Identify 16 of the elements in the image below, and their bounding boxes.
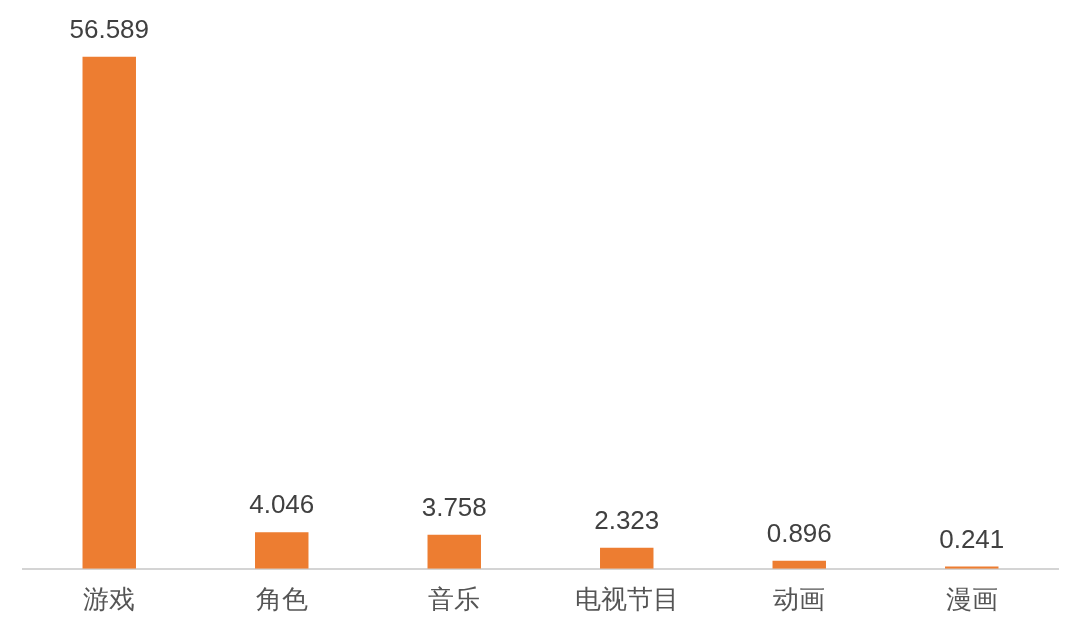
x-tick-label: 漫画 bbox=[945, 583, 998, 614]
data-label: 0.241 bbox=[939, 523, 1005, 554]
x-tick-label: 电视节目 bbox=[574, 583, 679, 614]
data-label: 0.896 bbox=[766, 517, 832, 548]
data-label: 3.758 bbox=[421, 491, 487, 522]
bar bbox=[427, 534, 481, 569]
x-tick-label: 游戏 bbox=[83, 583, 136, 614]
data-label: 4.046 bbox=[249, 489, 315, 520]
x-tick-label: 音乐 bbox=[428, 583, 481, 614]
bar bbox=[600, 547, 654, 569]
data-label: 56.589 bbox=[69, 13, 150, 44]
bar bbox=[255, 532, 309, 569]
bar bbox=[82, 56, 136, 569]
data-label: 2.323 bbox=[594, 504, 660, 535]
x-tick-label: 角色 bbox=[255, 583, 308, 614]
x-tick-label: 动画 bbox=[773, 583, 826, 614]
